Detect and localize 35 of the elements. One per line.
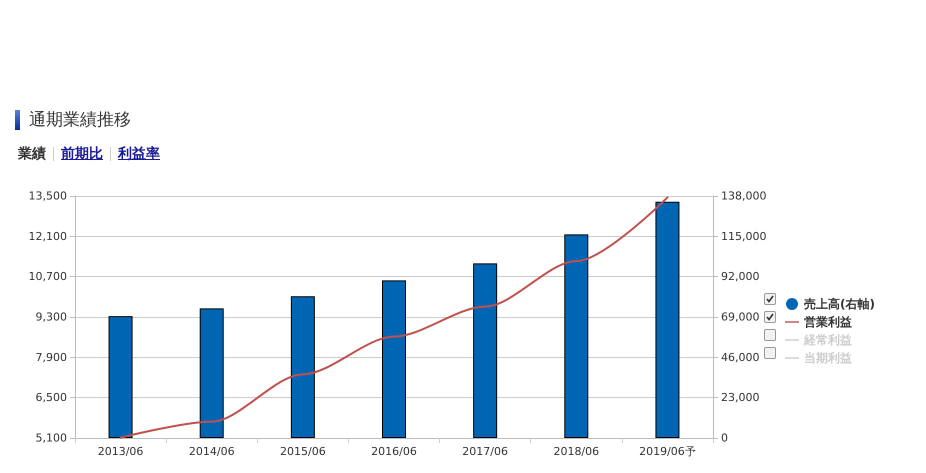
x-tick-label: 2014/06 xyxy=(188,445,235,458)
text: 前期比 xyxy=(61,145,103,163)
x-tick-label: 2017/06 xyxy=(462,445,508,458)
y2-tick-label: 69,000 xyxy=(721,310,760,324)
y-tick-label: 5,100 xyxy=(36,432,67,444)
bar xyxy=(655,202,680,438)
y2-tick-label: 92,000 xyxy=(721,270,760,284)
bar xyxy=(382,280,406,438)
x-tick-label: 2016/06 xyxy=(371,445,417,458)
legend-label: 売上高(右軸) xyxy=(804,297,875,311)
bar xyxy=(200,308,224,438)
y2-tick-label: 46,000 xyxy=(721,350,760,364)
bar xyxy=(108,316,133,438)
chart-title: 通期業績推移 xyxy=(29,109,131,131)
y-tick-label: 6,500 xyxy=(36,391,67,404)
y2-tick-label: 115,000 xyxy=(721,230,766,243)
bar xyxy=(564,234,588,438)
line-series xyxy=(120,196,668,439)
y2-tick-label: 0 xyxy=(721,432,728,444)
text: 利益率 xyxy=(118,145,160,163)
y-tick-label: 7,900 xyxy=(36,350,67,364)
y-tick-label: 12,100 xyxy=(28,230,67,243)
x-tick-label: 2019/06予 xyxy=(639,445,696,458)
y-tick-label: 10,700 xyxy=(28,270,67,284)
y2-tick-label: 23,000 xyxy=(721,391,760,404)
bar xyxy=(473,263,498,438)
bar xyxy=(290,296,315,438)
legend-label: 営業利益 xyxy=(804,315,852,329)
y-tick-label: 13,500 xyxy=(28,190,67,202)
x-tick-label: 2018/06 xyxy=(553,445,600,458)
x-tick-label: 2015/06 xyxy=(280,445,326,458)
y2-tick-label: 138,000 xyxy=(721,190,766,202)
text: 業績 xyxy=(18,145,46,163)
x-tick-label: 2013/06 xyxy=(98,445,144,458)
y-tick-label: 9,300 xyxy=(36,310,67,324)
